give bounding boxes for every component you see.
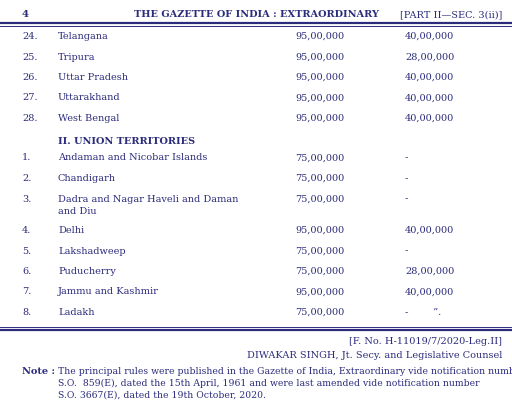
- Text: Telangana: Telangana: [58, 32, 109, 41]
- Text: 40,00,000: 40,00,000: [405, 288, 454, 297]
- Text: -: -: [405, 153, 408, 163]
- Text: Jammu and Kashmir: Jammu and Kashmir: [58, 288, 159, 297]
- Text: 4.: 4.: [22, 226, 31, 235]
- Text: 75,00,000: 75,00,000: [295, 153, 344, 163]
- Text: 75,00,000: 75,00,000: [295, 308, 344, 317]
- Text: [PART II—SEC. 3(ii)]: [PART II—SEC. 3(ii)]: [400, 10, 502, 19]
- Text: Uttarakhand: Uttarakhand: [58, 94, 121, 102]
- Text: 1.: 1.: [22, 153, 31, 163]
- Text: 40,00,000: 40,00,000: [405, 32, 454, 41]
- Text: 8.: 8.: [22, 308, 31, 317]
- Text: 28,00,000: 28,00,000: [405, 267, 454, 276]
- Text: THE GAZETTE OF INDIA : EXTRAORDINARY: THE GAZETTE OF INDIA : EXTRAORDINARY: [134, 10, 378, 19]
- Text: 95,00,000: 95,00,000: [295, 226, 344, 235]
- Text: -: -: [405, 194, 408, 204]
- Text: Uttar Pradesh: Uttar Pradesh: [58, 73, 128, 82]
- Text: 28,00,000: 28,00,000: [405, 52, 454, 61]
- Text: S.O. 3667(E), dated the 19th October, 2020.: S.O. 3667(E), dated the 19th October, 20…: [58, 391, 266, 400]
- Text: 40,00,000: 40,00,000: [405, 73, 454, 82]
- Text: 75,00,000: 75,00,000: [295, 267, 344, 276]
- Text: S.O.  859(E), dated the 15th April, 1961 and were last amended vide notification: S.O. 859(E), dated the 15th April, 1961 …: [58, 379, 480, 388]
- Text: 26.: 26.: [22, 73, 37, 82]
- Text: 24.: 24.: [22, 32, 37, 41]
- Text: 40,00,000: 40,00,000: [405, 114, 454, 123]
- Text: [F. No. H-11019/7/2020-Leg.II]: [F. No. H-11019/7/2020-Leg.II]: [349, 337, 502, 346]
- Text: 95,00,000: 95,00,000: [295, 73, 344, 82]
- Text: 40,00,000: 40,00,000: [405, 94, 454, 102]
- Text: 25.: 25.: [22, 52, 37, 61]
- Text: 95,00,000: 95,00,000: [295, 114, 344, 123]
- Text: 28.: 28.: [22, 114, 37, 123]
- Text: Tripura: Tripura: [58, 52, 96, 61]
- Text: Dadra and Nagar Haveli and Daman: Dadra and Nagar Haveli and Daman: [58, 194, 239, 204]
- Text: 95,00,000: 95,00,000: [295, 32, 344, 41]
- Text: Puducherry: Puducherry: [58, 267, 116, 276]
- Text: II. UNION TERRITORIES: II. UNION TERRITORIES: [58, 136, 195, 145]
- Text: Delhi: Delhi: [58, 226, 84, 235]
- Text: 7.: 7.: [22, 288, 31, 297]
- Text: 2.: 2.: [22, 174, 31, 183]
- Text: 75,00,000: 75,00,000: [295, 194, 344, 204]
- Text: DIWAKAR SINGH, Jt. Secy. and Legislative Counsel: DIWAKAR SINGH, Jt. Secy. and Legislative…: [247, 351, 502, 360]
- Text: 40,00,000: 40,00,000: [405, 226, 454, 235]
- Text: -        ”.: - ”.: [405, 308, 441, 317]
- Text: 75,00,000: 75,00,000: [295, 174, 344, 183]
- Text: Ladakh: Ladakh: [58, 308, 95, 317]
- Text: 95,00,000: 95,00,000: [295, 52, 344, 61]
- Text: 95,00,000: 95,00,000: [295, 288, 344, 297]
- Text: 3.: 3.: [22, 194, 31, 204]
- Text: 6.: 6.: [22, 267, 31, 276]
- Text: 5.: 5.: [22, 247, 31, 255]
- Text: Andaman and Nicobar Islands: Andaman and Nicobar Islands: [58, 153, 207, 163]
- Text: Lakshadweep: Lakshadweep: [58, 247, 125, 255]
- Text: -: -: [405, 174, 408, 183]
- Text: -: -: [405, 247, 408, 255]
- Text: West Bengal: West Bengal: [58, 114, 119, 123]
- Text: 75,00,000: 75,00,000: [295, 247, 344, 255]
- Text: The principal rules were published in the Gazette of India, Extraordinary vide n: The principal rules were published in th…: [58, 367, 512, 376]
- Text: 27.: 27.: [22, 94, 37, 102]
- Text: and Diu: and Diu: [58, 207, 97, 215]
- Text: 4: 4: [22, 10, 29, 19]
- Text: Chandigarh: Chandigarh: [58, 174, 116, 183]
- Text: Note :: Note :: [22, 367, 55, 376]
- Text: 95,00,000: 95,00,000: [295, 94, 344, 102]
